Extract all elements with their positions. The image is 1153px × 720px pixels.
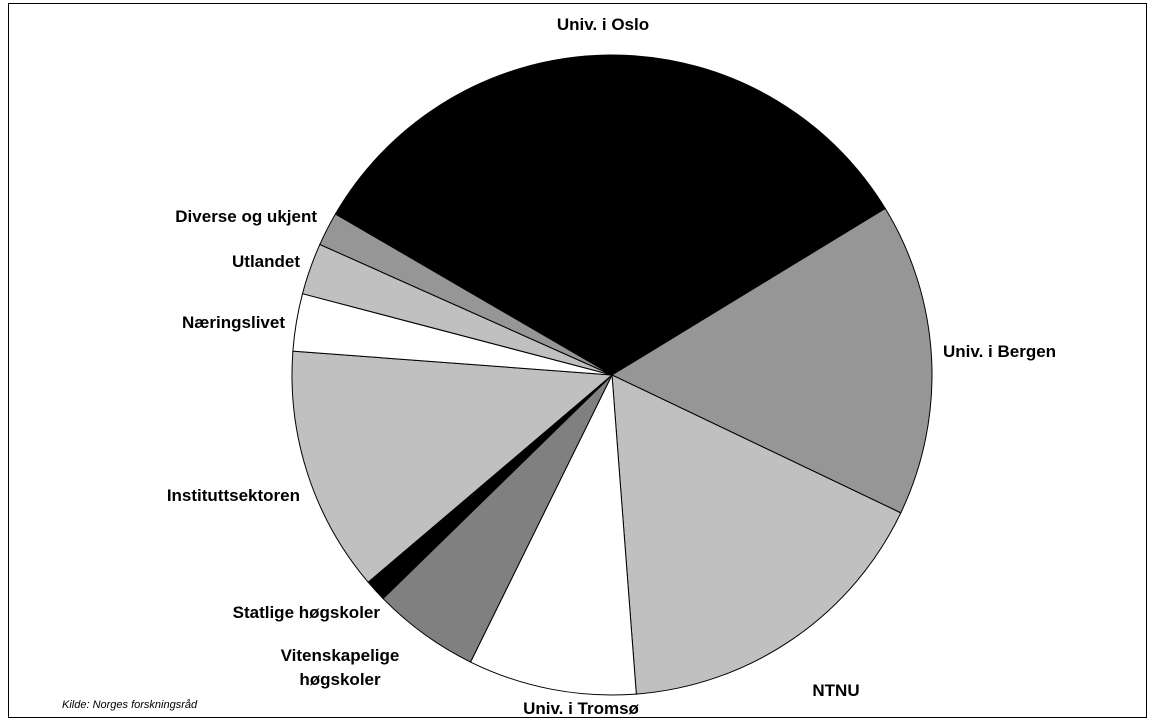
slice-label: Vitenskapelige høgskoler (280, 646, 400, 689)
slice-label: Instituttsektoren (166, 486, 300, 505)
source-note: Kilde: Norges forskningsråd (62, 699, 198, 711)
pie-slice (291, 350, 614, 583)
frame (8, 3, 1147, 718)
slice-label: Univ. i Bergen (943, 342, 1057, 361)
pie-slice (469, 373, 637, 696)
pie-slice (334, 54, 886, 376)
pie-slice (610, 207, 933, 514)
slice-label: Næringslivet (182, 313, 285, 332)
pie-slice (611, 374, 902, 695)
slice-label: Utlandet (232, 252, 300, 271)
slice-label: Statlige høgskoler (232, 603, 380, 622)
slice-label: Univ. i Tromsø (523, 699, 639, 718)
slice-label: Univ. i Oslo (556, 15, 650, 34)
slice-label: Diverse og ukjent (175, 207, 317, 226)
pie-slice (319, 213, 613, 376)
slice-label: NTNU (812, 681, 860, 700)
